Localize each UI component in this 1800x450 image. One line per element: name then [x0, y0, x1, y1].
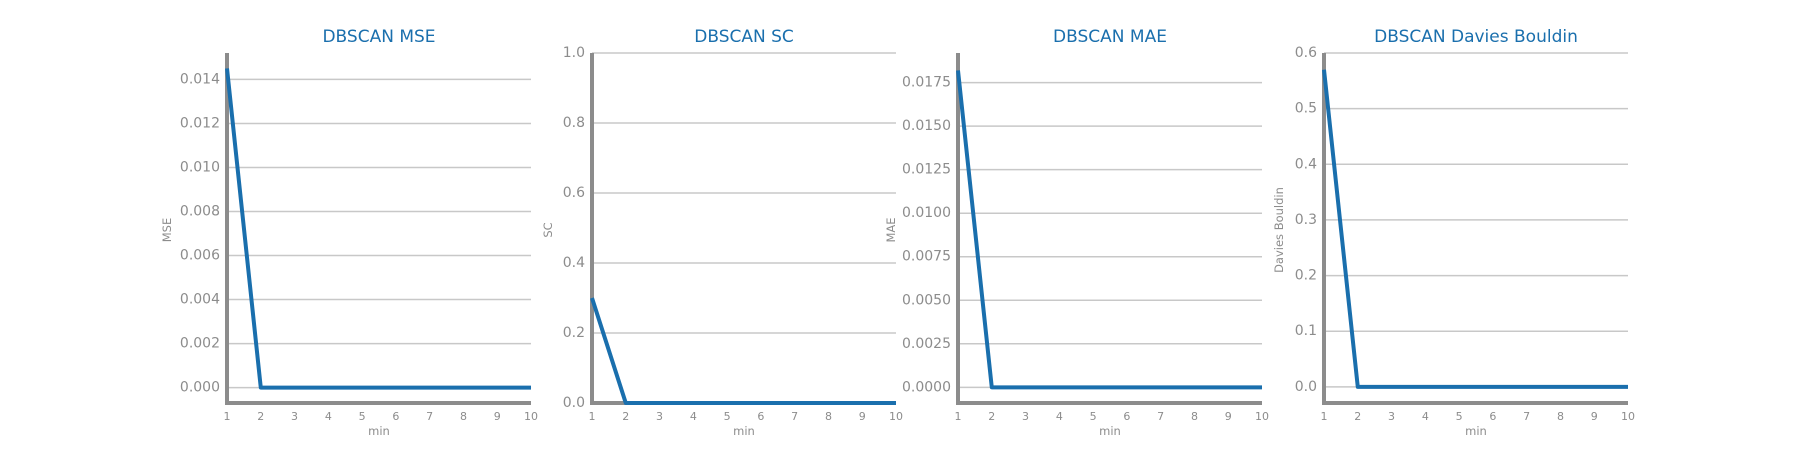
x-tick-label: 9	[1225, 410, 1232, 423]
x-axis-label: min	[1099, 424, 1121, 438]
x-tick-label: 4	[1422, 410, 1429, 423]
y-tick-label: 0.0050	[902, 292, 951, 308]
y-tick-label: 0.5	[1295, 101, 1317, 117]
series-line-davies-bouldin	[1322, 69, 1628, 389]
x-tick-label: 10	[1621, 410, 1635, 423]
x-tick-label: 6	[1123, 410, 1130, 423]
y-tick-label: 0.010	[180, 159, 220, 175]
x-tick-label: 2	[622, 410, 629, 423]
y-tick-label: 0.1	[1295, 323, 1317, 339]
series-line-mae	[956, 70, 1262, 390]
y-tick-label: 0.4	[563, 255, 585, 271]
y-tick-label: 0.004	[180, 292, 220, 308]
y-tick-label: 0.8	[563, 115, 585, 131]
x-tick-label: 6	[1489, 410, 1496, 423]
chart-sc: 0.0 0.2 0.4 0.6 0.8 1.0 1 2 3 4 5 6 7 8 9 10 DBSCAN SC mi…	[541, 27, 903, 438]
x-tick-label: 7	[1157, 410, 1164, 423]
y-tick-label: 0.2	[563, 325, 585, 341]
chart-mse: 0.000 0.002 0.004 0.006 0.008 0.010 0.012 0.014…	[160, 27, 538, 438]
x-tick-label: 7	[426, 410, 433, 423]
x-tick-label: 4	[1056, 410, 1063, 423]
x-tick-label: 4	[690, 410, 697, 423]
x-tick-label: 9	[494, 410, 501, 423]
y-tick-label: 0.012	[180, 115, 220, 131]
y-tick-label: 0.008	[180, 203, 220, 219]
y-tick-label: 0.0	[563, 395, 585, 411]
x-tick-label: 8	[460, 410, 467, 423]
y-tick-label: 0.0000	[902, 379, 951, 395]
chart-title: DBSCAN SC	[694, 27, 794, 47]
x-tick-label: 10	[524, 410, 538, 423]
x-tick-label: 6	[757, 410, 764, 423]
y-tick-label: 0.002	[180, 336, 220, 352]
y-tick-label: 0.2	[1295, 268, 1317, 284]
chart-davies-bouldin: 0.0 0.1 0.2 0.3 0.4 0.5 0.6 1 2 3 4 5 6 7 8 9 10 DBSCAN D…	[1272, 27, 1635, 438]
x-tick-label: 4	[325, 410, 332, 423]
series-line-sc	[590, 297, 896, 405]
y-tick-label: 0.3	[1295, 212, 1317, 228]
y-tick-label: 0.014	[180, 71, 220, 87]
y-tick-label: 0.006	[180, 248, 220, 264]
x-axis-label: min	[368, 424, 390, 438]
chart-title: DBSCAN MAE	[1053, 27, 1167, 47]
y-tick-label: 0.0125	[902, 162, 951, 178]
x-tick-label: 2	[988, 410, 995, 423]
x-tick-label: 3	[1388, 410, 1395, 423]
x-tick-label: 8	[1557, 410, 1564, 423]
x-tick-label: 7	[791, 410, 798, 423]
x-tick-label: 5	[1456, 410, 1463, 423]
chart-title: DBSCAN MSE	[322, 27, 435, 47]
x-tick-label: 2	[257, 410, 264, 423]
x-tick-label: 2	[1354, 410, 1361, 423]
y-axis-label: SC	[541, 222, 555, 237]
y-tick-label: 0.4	[1295, 156, 1317, 172]
x-tick-label: 9	[1591, 410, 1598, 423]
x-tick-label: 3	[291, 410, 298, 423]
x-tick-label: 3	[1022, 410, 1029, 423]
y-tick-label: 0.6	[1295, 45, 1317, 61]
x-tick-label: 7	[1523, 410, 1530, 423]
x-axis-label: min	[733, 424, 755, 438]
series-line-mse	[225, 68, 531, 390]
y-tick-label: 0.0	[1295, 379, 1317, 395]
x-tick-label: 1	[1321, 410, 1328, 423]
y-axis-label: Davies Bouldin	[1272, 187, 1286, 273]
y-axis-label: MAE	[884, 217, 898, 242]
y-tick-label: 0.0175	[902, 75, 951, 91]
x-tick-label: 5	[724, 410, 731, 423]
x-tick-label: 5	[1090, 410, 1097, 423]
y-tick-label: 0.6	[563, 185, 585, 201]
x-tick-label: 10	[889, 410, 903, 423]
x-tick-label: 9	[859, 410, 866, 423]
x-tick-label: 8	[825, 410, 832, 423]
y-tick-label: 0.0100	[902, 205, 951, 221]
y-tick-label: 0.0025	[902, 336, 951, 352]
chart-mae: 0.0000 0.0025 0.0050 0.0075 0.0100 0.0125 0.01…	[884, 27, 1269, 438]
y-tick-label: 0.0150	[902, 118, 951, 134]
x-tick-label: 3	[656, 410, 663, 423]
x-axis-label: min	[1465, 424, 1487, 438]
x-tick-label: 1	[955, 410, 962, 423]
x-tick-label: 6	[392, 410, 399, 423]
x-tick-label: 1	[224, 410, 231, 423]
x-tick-label: 10	[1255, 410, 1269, 423]
x-tick-label: 1	[589, 410, 596, 423]
y-tick-label: 1.0	[563, 45, 585, 61]
chart-title: DBSCAN Davies Bouldin	[1374, 27, 1578, 47]
x-tick-label: 8	[1191, 410, 1198, 423]
y-tick-label: 0.000	[180, 380, 220, 396]
y-axis-label: MSE	[160, 218, 174, 243]
y-tick-label: 0.0075	[902, 249, 951, 265]
x-tick-label: 5	[359, 410, 366, 423]
